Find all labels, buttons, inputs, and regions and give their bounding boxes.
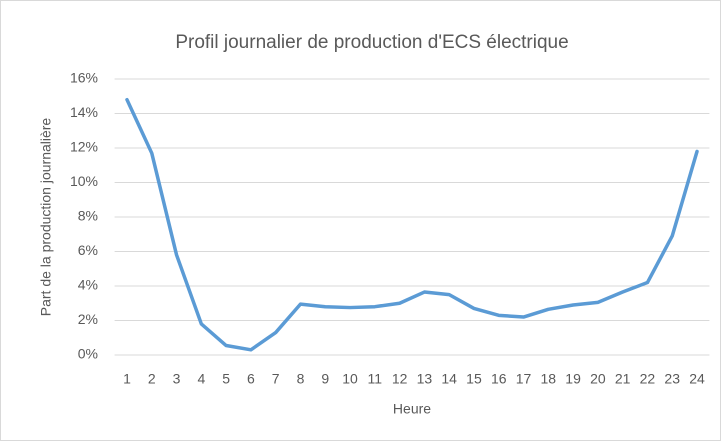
series-line: [125, 97, 699, 352]
x-tick-label: 15: [466, 371, 482, 387]
x-tick-label: 13: [417, 371, 433, 387]
x-tick-label: 24: [689, 371, 705, 387]
x-tick-label: 7: [272, 371, 280, 387]
x-tick-label: 10: [342, 371, 358, 387]
x-axis-title: Heure: [393, 401, 431, 417]
x-tick-label: 12: [392, 371, 408, 387]
x-tick-label: 3: [173, 371, 181, 387]
x-tick-label: 17: [516, 371, 532, 387]
x-tick-label: 16: [491, 371, 507, 387]
x-tick-label: 4: [197, 371, 205, 387]
y-axis-title: Part de la production journalière: [38, 118, 54, 317]
x-tick-label: 23: [664, 371, 680, 387]
y-tick-label: 14%: [70, 104, 98, 120]
x-tick-label: 19: [565, 371, 581, 387]
y-tick-label: 16%: [70, 70, 98, 86]
y-tick-label: 0%: [78, 346, 98, 362]
x-tick-label: 9: [321, 371, 329, 387]
x-tick-label: 21: [615, 371, 631, 387]
x-tick-label: 11: [368, 371, 383, 387]
x-tick-label: 1: [123, 371, 131, 387]
chart-title: Profil journalier de production d'ECS él…: [175, 32, 568, 53]
y-tick-label: 10%: [70, 173, 98, 189]
x-tick-label: 5: [222, 371, 230, 387]
x-tick-label: 14: [441, 371, 457, 387]
y-tick-label: 6%: [78, 242, 98, 258]
y-tick-label: 8%: [78, 208, 98, 224]
y-tick-label: 2%: [78, 311, 98, 327]
x-tick-label: 18: [541, 371, 557, 387]
x-tick-label: 6: [247, 371, 255, 387]
y-tick-label: 12%: [70, 139, 98, 155]
x-tick-label: 8: [297, 371, 305, 387]
x-tick-label: 20: [590, 371, 606, 387]
x-tick-label: 2: [148, 371, 156, 387]
y-tick-label: 4%: [78, 277, 98, 293]
x-tick-label: 22: [640, 371, 656, 387]
